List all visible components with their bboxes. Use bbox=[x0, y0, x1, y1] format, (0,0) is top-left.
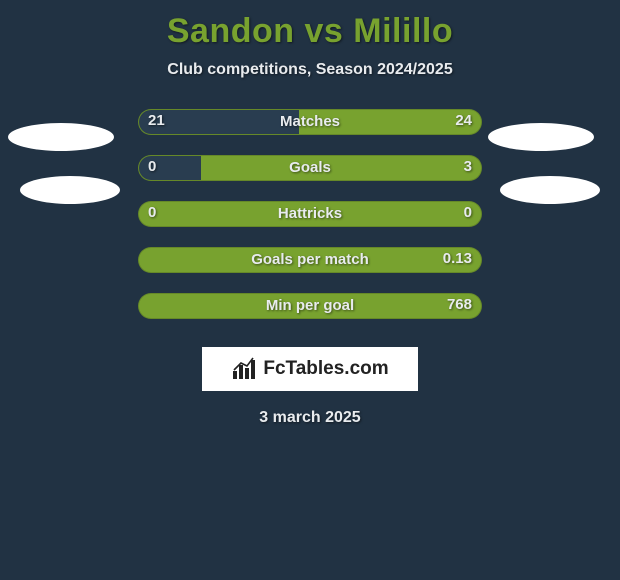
page-title: Sandon vs Milillo bbox=[0, 0, 620, 51]
stat-label: Min per goal bbox=[139, 297, 481, 314]
stat-value-right: 0.13 bbox=[443, 250, 472, 267]
stat-label: Hattricks bbox=[139, 205, 481, 222]
stat-row: Matches21 24 bbox=[0, 109, 620, 155]
date: 3 march 2025 bbox=[0, 409, 620, 427]
stat-value-right: 768 bbox=[447, 296, 472, 313]
stat-row: Hattricks0 0 bbox=[0, 201, 620, 247]
logo-box: FcTables.com bbox=[202, 347, 418, 391]
stat-value-left: 21 bbox=[148, 112, 165, 129]
stat-value-right: 0 bbox=[464, 204, 472, 221]
title-vs: vs bbox=[305, 12, 344, 50]
comparison-card: Sandon vs Milillo Club competitions, Sea… bbox=[0, 0, 620, 580]
stat-bar: Min per goal bbox=[138, 293, 482, 319]
stat-label: Goals per match bbox=[139, 251, 481, 268]
stat-bar: Goals bbox=[138, 155, 482, 181]
stat-row: Goals per match0.13 bbox=[0, 247, 620, 293]
bars-icon bbox=[231, 357, 259, 381]
stat-bar: Goals per match bbox=[138, 247, 482, 273]
stat-row: Min per goal768 bbox=[0, 293, 620, 339]
title-player-right: Milillo bbox=[353, 12, 453, 50]
subtitle: Club competitions, Season 2024/2025 bbox=[0, 61, 620, 79]
stat-bar: Hattricks bbox=[138, 201, 482, 227]
stat-value-right: 3 bbox=[464, 158, 472, 175]
title-player-left: Sandon bbox=[167, 12, 295, 50]
stat-label: Matches bbox=[139, 113, 481, 130]
logo-text: FcTables.com bbox=[263, 358, 388, 380]
stat-label: Goals bbox=[139, 159, 481, 176]
stat-value-left: 0 bbox=[148, 204, 156, 221]
stat-value-left: 0 bbox=[148, 158, 156, 175]
stat-bar: Matches bbox=[138, 109, 482, 135]
stats-area: Matches2124Goals03Hattricks00Goals per m… bbox=[0, 109, 620, 339]
stat-value-right: 24 bbox=[455, 112, 472, 129]
stat-row: Goals0 3 bbox=[0, 155, 620, 201]
